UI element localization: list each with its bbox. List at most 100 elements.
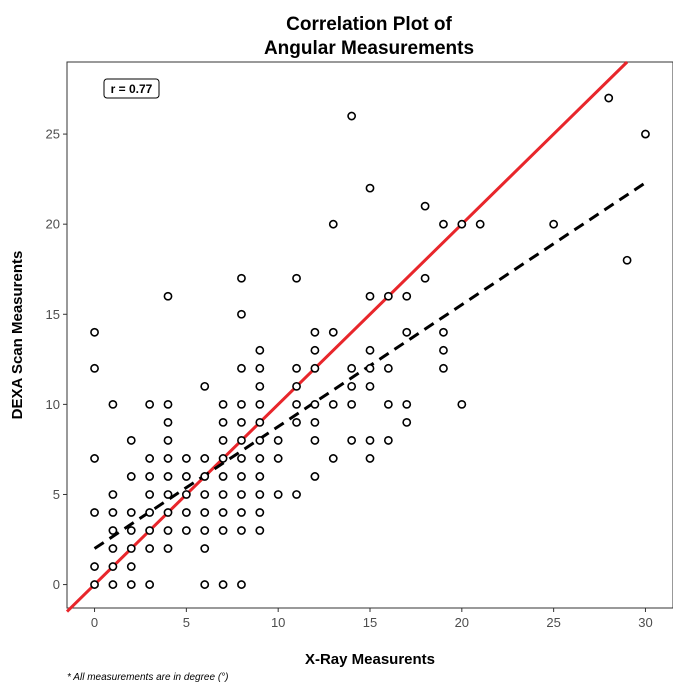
- data-point: [163, 472, 173, 481]
- data-point: [218, 472, 228, 481]
- data-point: [200, 381, 210, 391]
- data-point: [200, 580, 210, 589]
- data-point: [126, 436, 136, 445]
- data-point: [181, 454, 191, 463]
- data-point: [383, 399, 393, 409]
- data-point: [126, 544, 136, 553]
- data-point: [641, 129, 650, 139]
- x-tick-label: 20: [455, 615, 469, 630]
- data-point: [292, 381, 301, 391]
- data-point: [218, 508, 228, 517]
- data-point: [200, 472, 210, 481]
- data-point: [310, 472, 320, 481]
- data-point: [402, 327, 412, 337]
- data-point: [255, 436, 265, 445]
- data-point: [255, 399, 265, 409]
- data-point: [126, 472, 136, 481]
- data-point: [328, 454, 338, 463]
- data-point: [365, 291, 375, 301]
- data-point: [255, 381, 265, 391]
- data-point: [90, 508, 99, 517]
- x-tick-label: 30: [638, 615, 652, 630]
- data-point: [108, 526, 118, 535]
- data-point: [347, 399, 357, 409]
- data-point: [145, 472, 155, 481]
- data-point: [237, 436, 246, 445]
- data-point: [163, 399, 173, 409]
- data-point: [402, 399, 412, 409]
- data-point: [273, 436, 283, 445]
- data-point: [439, 219, 448, 229]
- data-point: [457, 219, 467, 229]
- x-tick-label: 0: [91, 615, 98, 630]
- data-point: [237, 508, 246, 517]
- data-point: [237, 526, 246, 535]
- data-point: [255, 472, 265, 481]
- data-point: [126, 580, 136, 589]
- data-point: [255, 508, 265, 517]
- data-point: [347, 111, 357, 121]
- data-point: [108, 580, 118, 589]
- data-point: [310, 399, 320, 409]
- data-point: [200, 544, 210, 553]
- data-point: [145, 490, 155, 499]
- data-point: [255, 417, 265, 427]
- data-point: [420, 201, 430, 211]
- data-point: [90, 363, 99, 373]
- x-axis: 0 5 10 15 20 25 30: [91, 608, 653, 630]
- y-axis: 0 5 10 15 20 25: [46, 127, 67, 592]
- data-point: [310, 417, 320, 427]
- data-point: [218, 454, 228, 463]
- data-point: [145, 580, 155, 589]
- data-point: [218, 399, 228, 409]
- data-point: [237, 580, 246, 589]
- data-point: [255, 454, 265, 463]
- data-point: [365, 436, 375, 445]
- data-point: [163, 544, 173, 553]
- data-point: [457, 399, 467, 409]
- data-point: [310, 327, 320, 337]
- data-point: [549, 219, 559, 229]
- chart-subtitle: Angular Measurements: [264, 38, 474, 59]
- data-point: [439, 345, 448, 355]
- data-point: [255, 363, 265, 373]
- data-point: [218, 436, 228, 445]
- data-point: [292, 273, 301, 283]
- y-tick-label: 0: [53, 577, 60, 592]
- data-point: [622, 255, 632, 265]
- data-point: [328, 327, 338, 337]
- annotation-label: r = 0.77: [111, 82, 153, 96]
- x-tick-label: 5: [183, 615, 190, 630]
- data-point: [200, 508, 210, 517]
- y-tick-label: 5: [53, 487, 60, 502]
- y-tick-label: 20: [46, 217, 60, 232]
- plot-panel-border: [66, 61, 673, 609]
- data-point: [218, 417, 228, 427]
- x-tick-label: 10: [271, 615, 285, 630]
- data-point: [163, 436, 173, 445]
- data-point: [292, 399, 301, 409]
- data-point: [365, 454, 375, 463]
- data-point: [163, 291, 173, 301]
- data-point: [402, 417, 412, 427]
- data-point: [237, 454, 246, 463]
- data-point: [255, 490, 265, 499]
- data-point: [181, 472, 191, 481]
- data-point: [237, 417, 246, 427]
- data-point: [255, 526, 265, 535]
- data-point: [328, 219, 338, 229]
- data-point: [90, 454, 99, 463]
- x-axis-title: X-Ray Measurents: [305, 651, 435, 668]
- data-point: [90, 580, 99, 589]
- data-point: [347, 436, 357, 445]
- data-point: [237, 363, 246, 373]
- data-point: [292, 490, 301, 499]
- data-point: [365, 345, 375, 355]
- data-point: [163, 508, 173, 517]
- data-point: [181, 490, 191, 499]
- data-point: [108, 562, 118, 571]
- data-point: [310, 363, 320, 373]
- data-point: [292, 363, 301, 373]
- data-point: [163, 526, 173, 535]
